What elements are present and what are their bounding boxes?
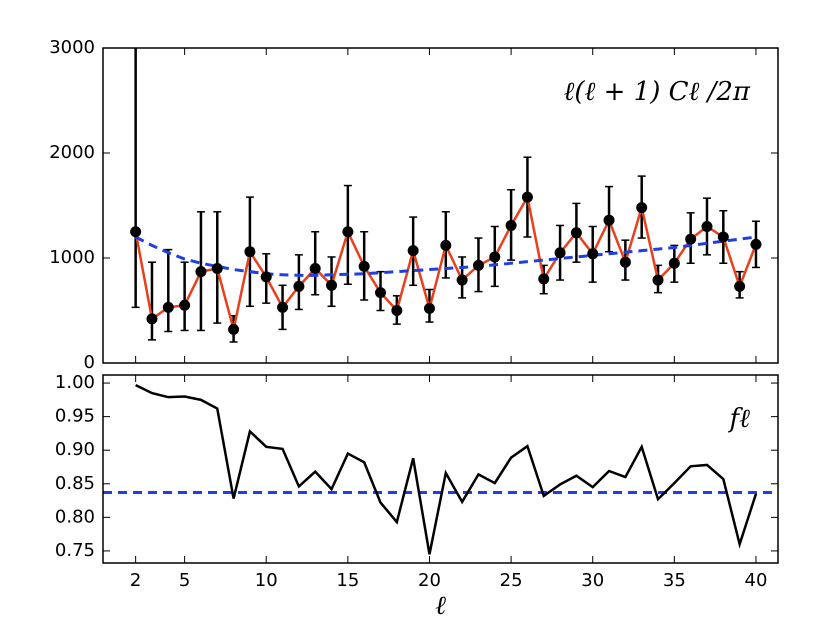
data-point bbox=[472, 259, 484, 271]
data-point bbox=[652, 274, 664, 286]
data-point bbox=[195, 266, 207, 278]
data-point bbox=[293, 280, 305, 292]
x-tick-label: 30 bbox=[581, 570, 604, 591]
data-point bbox=[358, 260, 370, 272]
data-point bbox=[146, 313, 158, 325]
data-point bbox=[130, 226, 142, 238]
data-point bbox=[277, 301, 289, 313]
annotation: fℓ bbox=[728, 404, 751, 434]
data-point bbox=[244, 246, 256, 258]
data-line bbox=[135, 383, 758, 555]
data-point bbox=[685, 233, 697, 245]
data-point bbox=[162, 301, 174, 313]
data-point bbox=[211, 263, 223, 274]
data-point bbox=[179, 299, 191, 311]
data-line bbox=[134, 235, 757, 277]
data-point bbox=[407, 245, 419, 257]
y-tick-label: 0.95 bbox=[55, 406, 95, 427]
y-tick-label: 0.80 bbox=[55, 506, 95, 527]
plot-area bbox=[130, 48, 762, 343]
data-point bbox=[554, 247, 566, 259]
data-point bbox=[636, 202, 648, 214]
data-point bbox=[587, 248, 599, 260]
x-tick-label: 25 bbox=[500, 570, 523, 591]
x-tick-label: 40 bbox=[745, 570, 768, 591]
data-point bbox=[391, 305, 403, 316]
x-tick-label: 35 bbox=[663, 570, 686, 591]
annotation: ℓ(ℓ + 1) Cℓ /2π bbox=[564, 77, 751, 107]
data-point bbox=[260, 271, 272, 283]
y-tick-label: 3000 bbox=[49, 37, 95, 58]
x-tick-label: 5 bbox=[179, 570, 190, 591]
data-point bbox=[750, 238, 762, 250]
x-tick-label: 20 bbox=[418, 570, 441, 591]
y-tick-label: 0.90 bbox=[55, 439, 95, 460]
y-tick-label: 0 bbox=[84, 352, 95, 373]
data-point bbox=[570, 227, 582, 239]
data-point bbox=[603, 214, 615, 226]
data-point bbox=[375, 287, 387, 299]
data-point bbox=[423, 302, 435, 314]
plot-area bbox=[103, 383, 778, 555]
data-point bbox=[668, 257, 680, 269]
x-tick-label: 10 bbox=[255, 570, 278, 591]
data-point bbox=[309, 263, 321, 274]
data-point bbox=[489, 251, 501, 263]
data-point bbox=[521, 191, 533, 203]
data-point bbox=[440, 239, 452, 251]
data-point bbox=[326, 279, 338, 291]
data-point bbox=[734, 280, 746, 292]
y-tick-label: 0.75 bbox=[55, 540, 95, 561]
x-tick-label: 15 bbox=[336, 570, 359, 591]
data-point bbox=[701, 221, 713, 232]
plot-frame bbox=[102, 374, 779, 564]
plot-frame bbox=[102, 47, 779, 364]
data-point bbox=[505, 219, 517, 231]
data-point bbox=[538, 273, 550, 285]
x-axis-label: ℓ bbox=[435, 591, 446, 621]
y-tick-label: 1000 bbox=[49, 247, 95, 268]
x-tick-label: 2 bbox=[130, 570, 141, 591]
data-point bbox=[228, 323, 240, 335]
data-point bbox=[619, 256, 631, 268]
y-tick-label: 0.85 bbox=[55, 473, 95, 494]
y-tick-label: 2000 bbox=[49, 142, 95, 163]
y-tick-label: 1.00 bbox=[55, 372, 95, 393]
data-point bbox=[717, 231, 729, 243]
data-point bbox=[342, 226, 354, 238]
data-point bbox=[456, 274, 468, 286]
